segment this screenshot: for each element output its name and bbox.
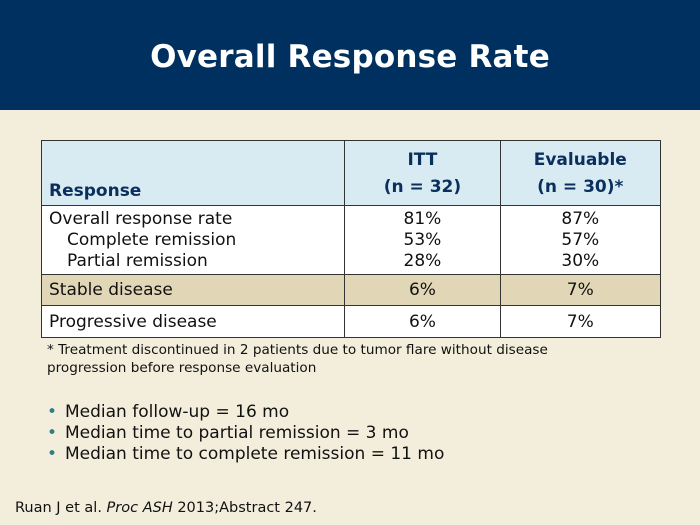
citation-authors: Ruan J et al.	[15, 500, 107, 516]
row-label-complete: Complete remission	[67, 230, 237, 250]
response-table: Response ITT (n = 32) Evaluable (n = 30)…	[40, 140, 662, 338]
header-itt-label: ITT	[407, 150, 438, 170]
itt-partial: 28%	[403, 251, 442, 271]
table-footnote: * Treatment discontinued in 2 patients d…	[47, 342, 548, 376]
bullet-text: Median follow-up = 16 mo	[65, 402, 290, 422]
response-labels-cell: Overall response rate Complete remission…	[40, 205, 346, 275]
itt-overall: 81%	[403, 209, 442, 229]
bullet-text: Median time to partial remission = 3 mo	[65, 423, 409, 443]
header-itt-n: (n = 32)	[383, 177, 462, 197]
itt-complete: 53%	[403, 230, 442, 250]
row-label-overall: Overall response rate	[49, 209, 233, 229]
title-bar: Overall Response Rate	[0, 0, 700, 110]
itt-progressive: 6%	[344, 305, 501, 338]
bullet-item: • Median follow-up = 16 mo	[47, 402, 444, 423]
header-response: Response	[40, 140, 346, 206]
table-row-response-group: Overall response rate Complete remission…	[40, 205, 662, 275]
header-evaluable: Evaluable (n = 30)*	[499, 140, 662, 206]
bullet-item: • Median time to complete remission = 11…	[47, 444, 444, 465]
slide-title: Overall Response Rate	[150, 39, 550, 75]
table-row-stable-disease: Stable disease 6% 7%	[40, 274, 662, 306]
table-header-row: Response ITT (n = 32) Evaluable (n = 30)…	[40, 140, 662, 206]
row-label-partial: Partial remission	[67, 251, 208, 271]
header-itt: ITT (n = 32)	[344, 140, 501, 206]
bullet-list: • Median follow-up = 16 mo • Median time…	[47, 402, 444, 465]
header-evaluable-n: (n = 30)*	[537, 177, 624, 197]
header-evaluable-label: Evaluable	[533, 150, 627, 170]
bullet-dot-icon: •	[47, 423, 58, 443]
evaluable-values-cell: 87% 57% 30%	[499, 205, 662, 275]
citation: Ruan J et al. Proc ASH 2013;Abstract 247…	[15, 500, 317, 516]
table-row-progressive-disease: Progressive disease 6% 7%	[40, 305, 662, 338]
bullet-item: • Median time to partial remission = 3 m…	[47, 423, 444, 444]
evaluable-complete: 57%	[561, 230, 600, 250]
evaluable-progressive: 7%	[499, 305, 662, 338]
bullet-text: Median time to complete remission = 11 m…	[65, 444, 445, 464]
row-label-progressive: Progressive disease	[40, 305, 346, 338]
citation-details: 2013;Abstract 247.	[172, 500, 317, 516]
itt-values-cell: 81% 53% 28%	[344, 205, 501, 275]
evaluable-partial: 30%	[561, 251, 600, 271]
evaluable-stable: 7%	[499, 274, 662, 306]
itt-stable: 6%	[344, 274, 501, 306]
bullet-dot-icon: •	[47, 444, 58, 464]
evaluable-overall: 87%	[561, 209, 600, 229]
row-label-stable: Stable disease	[40, 274, 346, 306]
bullet-dot-icon: •	[47, 402, 58, 422]
citation-journal: Proc ASH	[106, 500, 173, 516]
